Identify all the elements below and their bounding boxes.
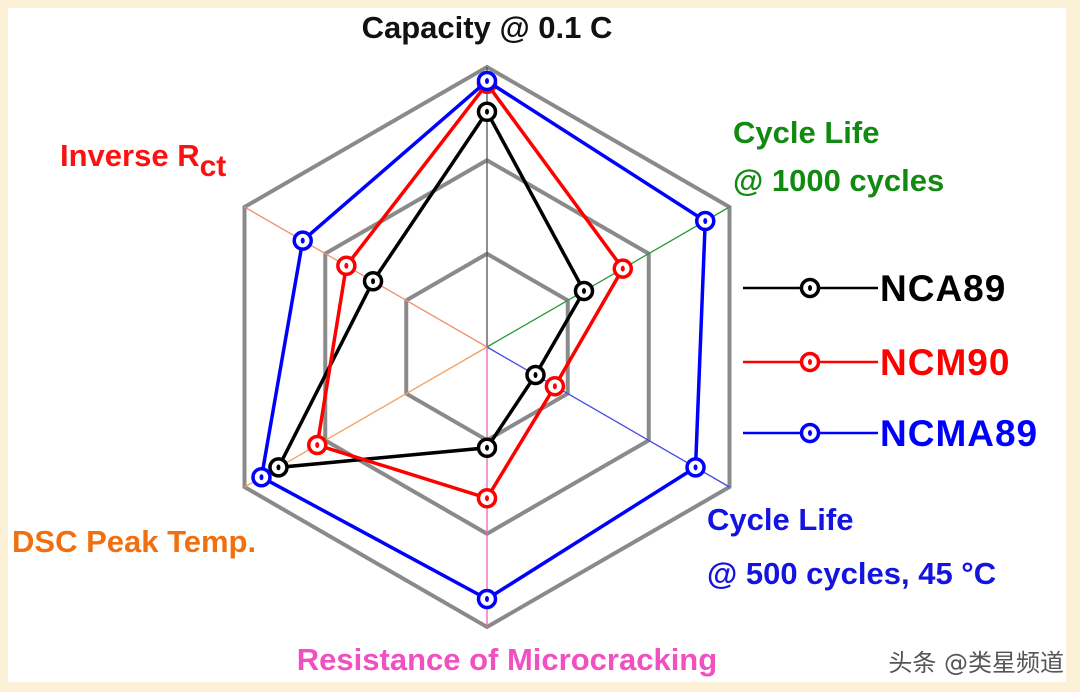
data-point-dot [552,383,557,390]
axis-label: Capacity @ 0.1 C [362,10,613,45]
data-point-dot [533,372,538,378]
watermark: 头条 @类星频道 [888,649,1064,677]
axis-line [486,206,730,348]
data-point-dot [485,596,489,602]
axis-label-line: DSC Peak Temp. [12,524,256,559]
data-point-dot [300,237,305,244]
axis-label: Cycle Life @ 1000 cycles [733,115,944,198]
axis-label-line: Cycle Life [733,115,879,150]
data-point-dot [315,442,320,448]
data-point-dot [581,288,586,294]
data-point-dot [620,265,625,272]
data-point-dot [485,78,489,84]
axis-label-line: Cycle Life [707,502,853,537]
data-point-dot [276,464,281,471]
legend-label: NCA89 [880,268,1006,309]
axis-label: DSC Peak Temp. [12,524,256,559]
axis-label-main: Inverse R [60,138,200,173]
data-point-dot [485,444,489,451]
legend-marker-dot [808,285,812,291]
axis-label-line: @ 500 cycles, 45 °C [707,556,996,591]
axis-label-line: Capacity @ 0.1 C [362,10,613,45]
data-point-dot [703,218,708,224]
legend-label: NCMA89 [880,413,1038,454]
data-point-dot [485,495,489,502]
axis-label: Cycle Life @ 500 cycles, 45 °C [707,502,996,591]
axis-label-line: @ 1000 cycles [733,163,944,198]
data-point-dot [485,108,489,115]
axis-label-line: Resistance of Microcracking [297,642,717,677]
axis-label: Resistance of Microcracking [297,642,717,677]
legend-marker-dot [808,430,812,436]
legend-marker-dot [808,359,812,365]
axis-label-subscript: ct [200,150,227,183]
data-point-dot [693,464,698,471]
data-point-dot [371,278,376,285]
legend-label: NCM90 [880,342,1010,383]
data-point-dot [344,262,349,269]
chart-panel [8,8,1066,682]
axis-label: Inverse Rct [60,138,226,183]
data-point-dot [259,474,264,481]
